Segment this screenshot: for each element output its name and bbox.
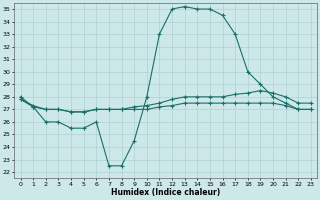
X-axis label: Humidex (Indice chaleur): Humidex (Indice chaleur): [111, 188, 220, 197]
